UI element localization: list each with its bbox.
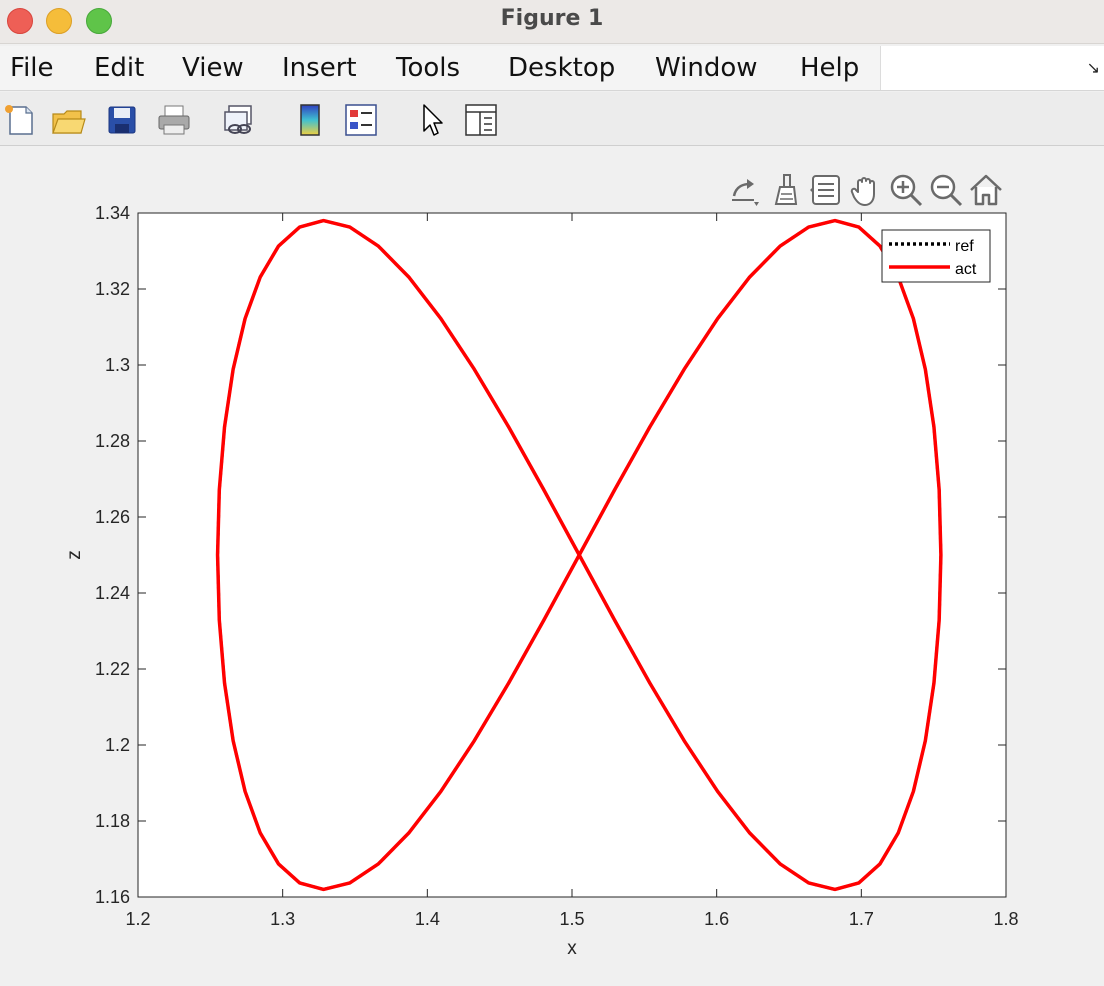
pan-icon[interactable] bbox=[848, 172, 884, 208]
export-icon[interactable] bbox=[726, 172, 762, 208]
x-tick-label: 1.3 bbox=[270, 909, 295, 929]
menu-desktop[interactable]: Desktop bbox=[508, 53, 616, 83]
menu-tools[interactable]: Tools bbox=[396, 53, 461, 83]
x-tick-label: 1.6 bbox=[704, 909, 729, 929]
close-window-button[interactable] bbox=[7, 8, 33, 34]
edit-plot-icon[interactable] bbox=[414, 102, 450, 138]
x-tick-label: 1.4 bbox=[415, 909, 440, 929]
legend-ref-label: ref bbox=[955, 238, 974, 255]
data-tips-icon[interactable] bbox=[808, 172, 844, 208]
y-tick-label: 1.22 bbox=[95, 659, 130, 679]
minimize-window-button[interactable] bbox=[46, 8, 72, 34]
menu-help[interactable]: Help bbox=[800, 53, 860, 83]
x-axis-label: x bbox=[567, 938, 577, 959]
menu-insert[interactable]: Insert bbox=[282, 53, 357, 83]
x-tick-label: 1.2 bbox=[125, 909, 150, 929]
title-bar: Figure 1 bbox=[0, 0, 1104, 44]
axis-tick-labels: 1.2 1.3 1.4 1.5 1.6 1.7 1.8 1.16 1.18 1.2 1.22 1.24… bbox=[95, 203, 1019, 929]
menu-view[interactable]: View bbox=[182, 53, 244, 83]
open-file-icon[interactable] bbox=[50, 102, 86, 138]
menu-file[interactable]: File bbox=[10, 53, 54, 83]
new-figure-icon[interactable] bbox=[2, 102, 38, 138]
y-tick-label: 1.32 bbox=[95, 279, 130, 299]
y-tick-label: 1.16 bbox=[95, 887, 130, 907]
y-axis-label: z bbox=[64, 550, 85, 560]
property-inspector-icon[interactable] bbox=[463, 102, 499, 138]
y-tick-label: 1.18 bbox=[95, 811, 130, 831]
maximize-window-button[interactable] bbox=[86, 8, 112, 34]
home-icon[interactable] bbox=[968, 172, 1004, 208]
legend-box bbox=[881, 229, 991, 283]
axes-background bbox=[138, 213, 1006, 897]
y-tick-label: 1.26 bbox=[95, 507, 130, 527]
y-tick-label: 1.34 bbox=[95, 203, 130, 223]
y-tick-label: 1.2 bbox=[105, 735, 130, 755]
x-tick-label: 1.8 bbox=[993, 909, 1018, 929]
window-title: Figure 1 bbox=[500, 6, 604, 31]
menu-bar-spacer bbox=[880, 46, 1104, 90]
zoom-out-icon[interactable] bbox=[928, 172, 964, 208]
print-icon[interactable] bbox=[156, 102, 192, 138]
y-tick-label: 1.28 bbox=[95, 431, 130, 451]
zoom-in-icon[interactable] bbox=[888, 172, 924, 208]
y-tick-label: 1.3 bbox=[105, 355, 130, 375]
brush-icon[interactable] bbox=[768, 172, 804, 208]
legend-icon[interactable] bbox=[343, 102, 379, 138]
menu-overflow-icon[interactable]: ↘ bbox=[1086, 60, 1100, 77]
x-tick-label: 1.7 bbox=[849, 909, 874, 929]
y-tick-label: 1.24 bbox=[95, 583, 130, 603]
link-plot-icon[interactable] bbox=[222, 102, 258, 138]
x-tick-label: 1.5 bbox=[559, 909, 584, 929]
menu-window[interactable]: Window bbox=[655, 53, 758, 83]
figure-toolbar bbox=[0, 92, 1104, 146]
save-icon[interactable] bbox=[104, 102, 140, 138]
menu-bar: File Edit View Insert Tools Desktop Wind… bbox=[0, 46, 1104, 91]
legend[interactable]: ref act bbox=[881, 229, 991, 283]
menu-edit[interactable]: Edit bbox=[94, 53, 145, 83]
axes-box bbox=[137, 212, 1007, 898]
colorbar-icon[interactable] bbox=[292, 102, 328, 138]
legend-act-label: act bbox=[955, 261, 977, 278]
